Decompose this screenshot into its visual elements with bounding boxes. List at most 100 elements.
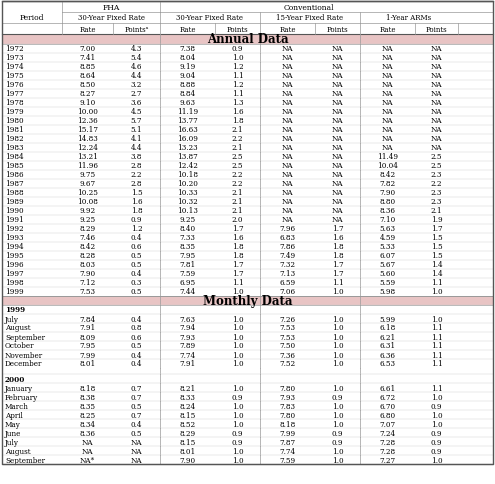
- Bar: [2, 24, 493, 35]
- Text: Rate: Rate: [379, 26, 396, 33]
- Text: 8.36: 8.36: [80, 429, 96, 437]
- Text: 1.7: 1.7: [332, 225, 344, 232]
- Text: 5.60: 5.60: [380, 270, 396, 277]
- Text: 10.20: 10.20: [177, 180, 198, 188]
- Text: NA: NA: [332, 171, 344, 179]
- Text: 2.1: 2.1: [431, 207, 443, 214]
- Text: June: June: [5, 429, 21, 437]
- Text: 14.83: 14.83: [77, 135, 98, 143]
- Text: 1.0: 1.0: [332, 287, 344, 295]
- Text: Points: Points: [327, 26, 348, 33]
- Text: 7.91: 7.91: [79, 324, 96, 332]
- Text: 7.27: 7.27: [380, 456, 396, 464]
- Text: 7.90: 7.90: [179, 456, 196, 464]
- Text: 1986: 1986: [5, 171, 24, 179]
- Text: 8.42: 8.42: [380, 171, 396, 179]
- Text: 2.2: 2.2: [232, 135, 243, 143]
- Text: 1.1: 1.1: [232, 90, 244, 98]
- Text: 7.53: 7.53: [80, 287, 96, 295]
- Text: 0.3: 0.3: [131, 278, 142, 287]
- Text: NA: NA: [282, 45, 294, 53]
- Text: September: September: [5, 333, 45, 341]
- Text: 7.83: 7.83: [280, 402, 296, 410]
- Text: 1.2: 1.2: [232, 63, 244, 71]
- Text: 1.0: 1.0: [232, 360, 244, 368]
- Text: 30-Year Fixed Rate: 30-Year Fixed Rate: [177, 15, 244, 22]
- Text: 6.36: 6.36: [380, 351, 396, 359]
- Text: 0.5: 0.5: [131, 260, 142, 269]
- Text: 2.5: 2.5: [232, 152, 243, 161]
- Text: 1.0: 1.0: [232, 456, 244, 464]
- Text: February: February: [5, 393, 38, 401]
- Text: 6.72: 6.72: [380, 393, 396, 401]
- Text: 9.63: 9.63: [180, 99, 196, 107]
- Text: 10.33: 10.33: [177, 189, 198, 197]
- Text: 0.5: 0.5: [131, 342, 142, 350]
- Text: NA: NA: [332, 126, 344, 134]
- Text: 7.80: 7.80: [280, 411, 296, 419]
- Text: August: August: [5, 447, 31, 455]
- Text: Rate: Rate: [279, 26, 296, 33]
- Text: NA: NA: [382, 144, 394, 151]
- Text: 8.25: 8.25: [79, 411, 96, 419]
- Text: 1.5: 1.5: [431, 242, 443, 251]
- Text: 15.17: 15.17: [77, 126, 98, 134]
- Text: 9.25: 9.25: [79, 215, 96, 224]
- Text: 1.0: 1.0: [431, 456, 443, 464]
- Text: 1-Year ARMs: 1-Year ARMs: [387, 15, 432, 22]
- Text: 7.81: 7.81: [179, 260, 196, 269]
- Text: 1999: 1999: [5, 306, 25, 314]
- Text: NA: NA: [332, 152, 344, 161]
- Text: 2.3: 2.3: [431, 197, 442, 206]
- Text: 6.18: 6.18: [379, 324, 396, 332]
- Text: NA: NA: [382, 45, 394, 53]
- Text: 1.0: 1.0: [232, 287, 244, 295]
- Text: 1.0: 1.0: [332, 447, 344, 455]
- Text: 8.85: 8.85: [79, 63, 96, 71]
- Text: March: March: [5, 402, 29, 410]
- Text: NA: NA: [431, 90, 443, 98]
- Text: 8.28: 8.28: [79, 252, 96, 259]
- Text: 1987: 1987: [5, 180, 24, 188]
- Text: 12.24: 12.24: [77, 144, 98, 151]
- Text: 9.04: 9.04: [179, 72, 196, 80]
- Text: 1.0: 1.0: [332, 351, 344, 359]
- Text: 4.4: 4.4: [131, 72, 142, 80]
- Text: October: October: [5, 342, 35, 350]
- Text: 2.2: 2.2: [232, 180, 243, 188]
- Text: 7.90: 7.90: [380, 189, 396, 197]
- Text: NA: NA: [382, 117, 394, 125]
- Text: 1.0: 1.0: [232, 402, 244, 410]
- Text: 15-Year Fixed Rate: 15-Year Fixed Rate: [276, 15, 344, 22]
- Text: 7.32: 7.32: [280, 260, 296, 269]
- Text: 1977: 1977: [5, 90, 24, 98]
- Text: 5.7: 5.7: [131, 117, 142, 125]
- Text: Points: Points: [227, 26, 248, 33]
- Text: 5.4: 5.4: [131, 54, 142, 62]
- Text: 8.35: 8.35: [80, 402, 96, 410]
- Text: 10.13: 10.13: [177, 207, 198, 214]
- Text: 1.5: 1.5: [131, 189, 143, 197]
- Text: NA: NA: [382, 72, 394, 80]
- Text: NA: NA: [332, 45, 344, 53]
- Text: 1.0: 1.0: [332, 420, 344, 428]
- Text: 6.61: 6.61: [379, 384, 396, 392]
- Text: 5.99: 5.99: [380, 315, 396, 323]
- Text: 8.40: 8.40: [179, 225, 196, 232]
- Text: 1978: 1978: [5, 99, 24, 107]
- Text: 8.42: 8.42: [79, 242, 96, 251]
- Text: 1996: 1996: [5, 260, 24, 269]
- Text: 4.4: 4.4: [131, 144, 142, 151]
- Text: 1982: 1982: [5, 135, 24, 143]
- Text: 2.1: 2.1: [232, 126, 244, 134]
- Text: 1.7: 1.7: [232, 260, 244, 269]
- Text: NA: NA: [431, 81, 443, 89]
- Text: 0.9: 0.9: [332, 438, 343, 446]
- Text: 11.19: 11.19: [177, 108, 198, 116]
- Text: NA: NA: [332, 207, 344, 214]
- Text: 1.5: 1.5: [431, 252, 443, 259]
- Text: 7.38: 7.38: [180, 45, 196, 53]
- Text: 1.6: 1.6: [232, 233, 244, 242]
- Text: 0.9: 0.9: [131, 215, 142, 224]
- Text: 7.28: 7.28: [380, 447, 396, 455]
